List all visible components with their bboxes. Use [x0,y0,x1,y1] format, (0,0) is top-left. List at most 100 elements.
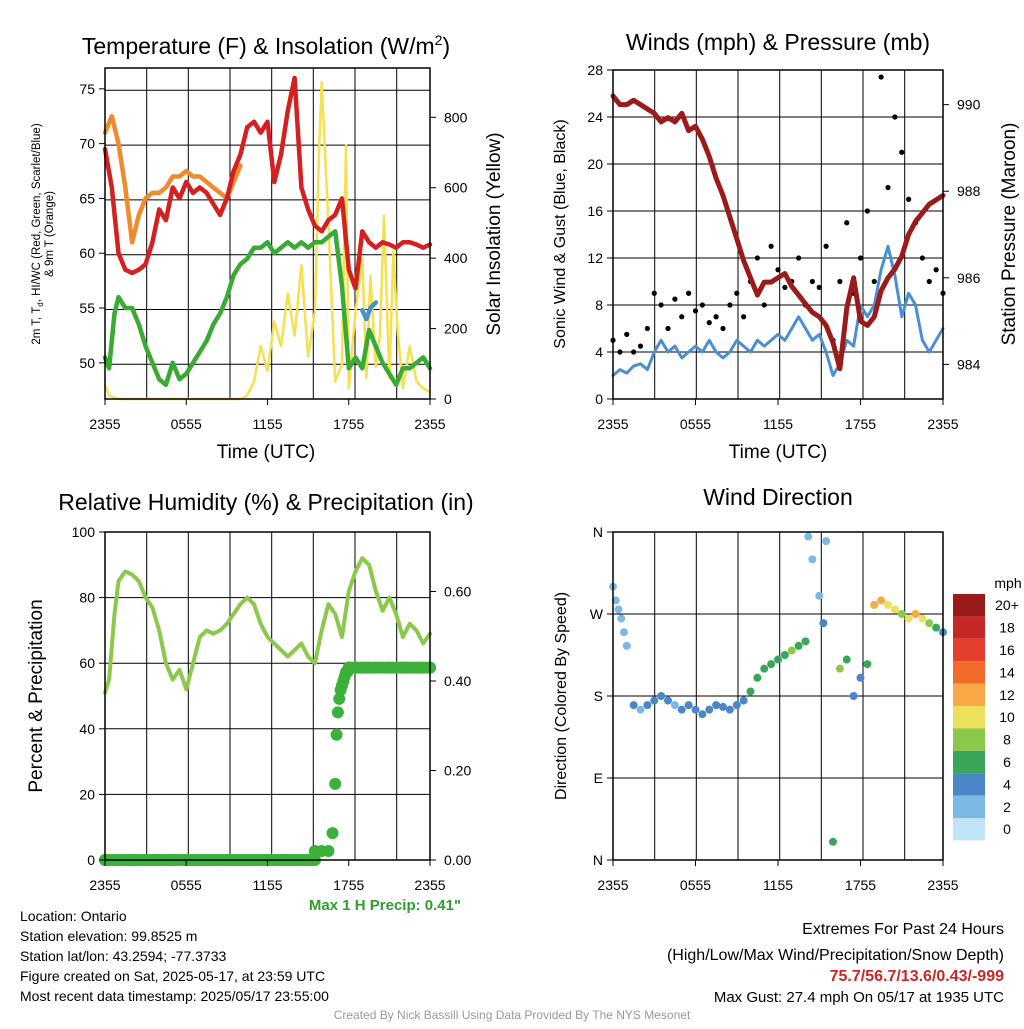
gust-point [809,278,815,285]
direction-point [622,641,631,650]
humidity-ytick-label: 100 [72,524,96,540]
direction-point [664,696,672,705]
pressure-ytick-label: 986 [957,270,981,286]
series-relative-humidity [103,556,432,695]
gust-point [844,220,850,226]
winds-grid [613,70,943,399]
gust-point [906,196,912,202]
legend-swatch [953,818,985,841]
gust-point [837,278,843,285]
extremes-values: 75.7/56.7/13.6/0.43/-999 [830,968,1004,985]
direction-point [684,701,693,710]
winds-ylabel: Sonic Wind & Gust (Blue, Black) [552,119,569,348]
legend-label: 2 [1003,799,1011,815]
precip-ytick-label: 0.00 [444,852,471,868]
winds-ytick-label: 28 [587,62,603,78]
insolation-ytick-label: 200 [444,321,468,337]
temperature-ylabel-line1: 2m T, Td, HI/WC (Red, Green, Scarlet/Blu… [31,123,45,344]
insolation-ytick-label: 400 [444,250,468,266]
series-dewpoint [102,229,433,388]
humidity-ytick-label: 0 [87,852,95,868]
winds-xtick-label: 1155 [763,416,793,432]
gust-point [734,290,740,296]
winds-ytick-label: 12 [587,250,603,266]
legend-swatch [953,773,985,796]
direction-ytick-label: N [593,852,603,868]
gust-point [857,255,864,261]
winds-xtick-label: 1755 [845,416,876,432]
direction-series [609,532,947,846]
legend-swatch [953,616,985,639]
station-location: Location: Ontario [20,908,127,924]
winds-ytick-label: 8 [595,297,603,313]
legend-label: 8 [1003,732,1011,748]
pressure-ytick-label: 990 [957,97,981,113]
winds-ytick-label: 4 [595,344,603,360]
direction-point [636,705,645,714]
humidity-panel: Relative Humidity (%) & Precipitation (i… [26,489,474,914]
gust-point [631,349,637,355]
direction-point [670,701,679,710]
winds-ytick-label: 16 [587,203,603,219]
direction-xtick-label: 1155 [763,877,793,893]
gust-point [644,325,650,332]
temperature-xtick-label: 0555 [171,416,202,432]
winds-title: Winds (mph) & Pressure (mb) [626,29,930,55]
winds-panel: Winds (mph) & Pressure (mb) 2355 0555 1155… [552,29,1020,463]
temperature-grid [105,68,430,399]
legend-swatch [953,594,985,617]
temperature-ytick-label: 50 [79,355,95,371]
legend-label: 18 [999,620,1015,636]
direction-point [925,619,934,628]
gust-point [892,114,898,120]
legend-label: 6 [1003,754,1011,770]
series-wind-chill [360,300,379,322]
gust-point [713,314,719,320]
direction-point [705,705,714,714]
winds-ticks: 2355 0555 1155 1755 2355 0 4 8 12 16 20 24 28 984 986 9… [587,62,980,432]
humidity-ytick-label: 20 [79,786,95,802]
insolation-ytick-label: 600 [444,180,468,196]
gust-point [692,308,699,314]
winds-xlabel: Time (UTC) [729,442,828,463]
gust-point [816,284,822,290]
humidity-xtick-label: 2355 [414,877,445,893]
direction-point [629,701,638,710]
direction-point [732,701,741,710]
humidity-ytick-label: 80 [79,590,95,606]
legend-swatch [953,706,985,729]
credit-line: Created By Nick Bassill Using Data Provi… [334,1008,691,1022]
direction-point [822,537,831,546]
extremes-title: Extremes For Past 24 Hours [802,921,1004,938]
gust-point [624,331,630,337]
direction-point [849,692,858,700]
legend-label: 12 [999,687,1015,703]
direction-point [856,673,865,682]
humidity-xtick-label: 1155 [252,877,282,893]
legend-swatch [953,661,985,684]
extremes-subtitle: (High/Low/Max Wind/Precipitation/Snow De… [667,947,1004,964]
direction-point [657,692,666,700]
gust-point [899,149,905,155]
direction-panel: Wind Direction 2355 0555 1155 1755 2355 N E S W N… [553,484,1022,893]
legend-label: 16 [999,642,1015,658]
direction-point [819,619,828,628]
precip-point [326,827,339,840]
direction-title: Wind Direction [703,484,853,510]
direction-point [911,610,920,618]
direction-point [870,600,879,609]
temperature-xtick-label: 1755 [333,416,364,432]
temperature-ticks: 2355 0555 1155 1755 2355 50 55 60 65 70 75 0 200 400 6… [79,81,467,432]
direction-point [780,651,789,659]
precip-point [322,845,335,858]
humidity-xtick-label: 1755 [333,877,364,893]
temperature-xtick-label: 2355 [414,416,445,432]
winds-ytick-label: 24 [587,109,603,125]
humidity-xtick-label: 0555 [171,877,202,893]
direction-xtick-label: 2355 [597,877,628,893]
precip-ytick-label: 0.40 [444,673,471,689]
gust-point [679,314,685,320]
precip-point [333,692,346,705]
gust-point [706,320,712,326]
winds-xtick-label: 2355 [927,416,958,432]
